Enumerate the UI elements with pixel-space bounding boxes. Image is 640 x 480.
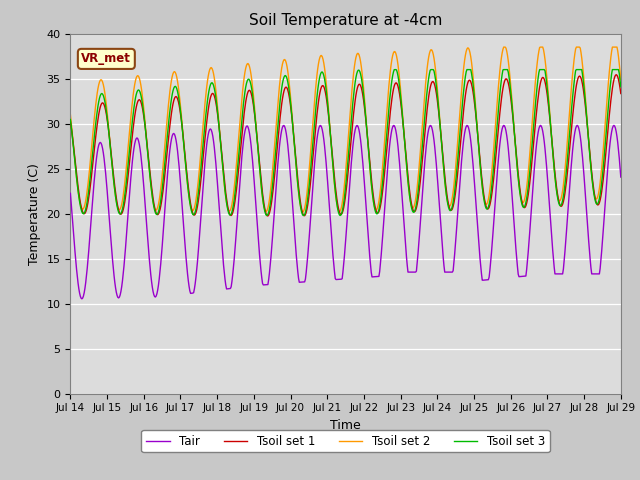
Tsoil set 1 [218,153,226,159]
Line: Tsoil set 2: Tsoil set 2 [70,47,621,212]
Tsoil set 2 [189,208,196,214]
Tsoil set 1 [429,79,437,84]
Tsoil set 2 [413,184,421,190]
Line: Tsoil set 3: Tsoil set 3 [70,70,621,216]
Tsoil set 1 [189,211,196,216]
Tsoil set 3 [218,156,226,162]
Tair [77,293,84,299]
Tsoil set 2 [429,51,437,57]
Tsoil set 3 [430,68,438,74]
Tsoil set 1 [67,119,74,124]
Tsoil set 2 [218,157,226,163]
Tair [617,174,625,180]
Tsoil set 1 [413,202,421,207]
Tsoil set 3 [189,212,196,217]
Tair [134,136,141,142]
Tsoil set 1 [612,72,620,78]
Line: Tsoil set 1: Tsoil set 1 [70,75,621,216]
Text: VR_met: VR_met [81,52,131,65]
Tsoil set 2 [67,112,74,118]
Tsoil set 1 [617,91,625,96]
Tsoil set 3 [263,213,271,218]
Tsoil set 3 [414,191,422,196]
Tsoil set 2 [617,77,625,83]
Line: Tair: Tair [70,125,621,299]
X-axis label: Time: Time [330,419,361,432]
Legend: Tair, Tsoil set 1, Tsoil set 2, Tsoil set 3: Tair, Tsoil set 1, Tsoil set 2, Tsoil se… [141,430,550,453]
Tsoil set 1 [264,213,272,219]
Tair [78,296,86,302]
Tsoil set 2 [133,73,141,79]
Tair [67,191,74,196]
Tsoil set 1 [77,200,84,205]
Tair [219,253,227,259]
Tsoil set 3 [617,84,625,90]
Tsoil set 3 [133,89,141,95]
Title: Soil Temperature at -4cm: Soil Temperature at -4cm [249,13,442,28]
Tsoil set 2 [300,209,307,215]
Tsoil set 3 [67,117,74,122]
Tair [610,122,618,128]
Tsoil set 2 [500,44,508,50]
Tair [429,132,437,138]
Tsoil set 1 [133,101,141,107]
Tsoil set 3 [77,203,84,209]
Tsoil set 2 [77,202,84,207]
Tair [413,260,421,266]
Y-axis label: Temperature (C): Temperature (C) [28,163,41,264]
Tsoil set 3 [391,67,399,72]
Tair [190,290,198,296]
